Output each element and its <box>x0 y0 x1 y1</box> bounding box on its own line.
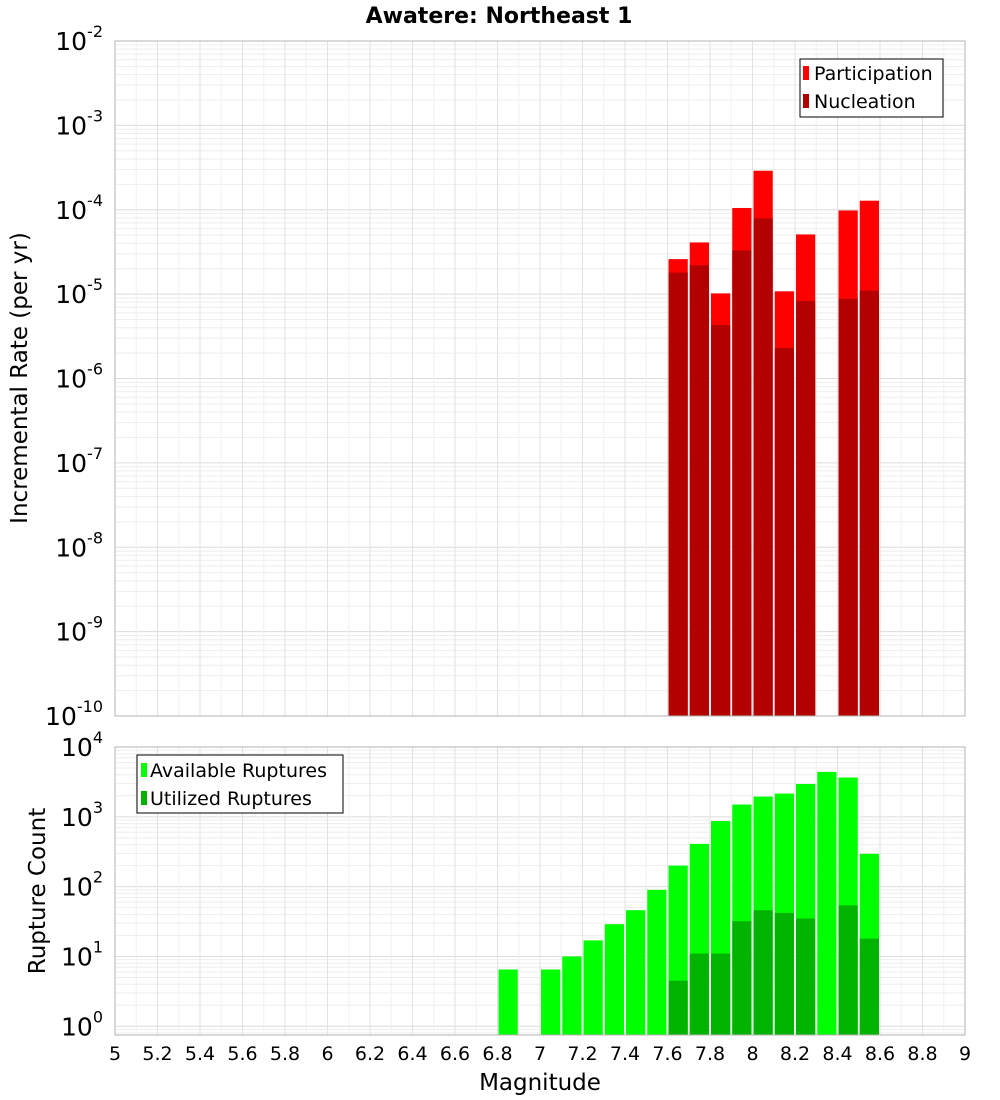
x-tick-label: 7 <box>534 1043 546 1065</box>
x-axis-label: Magnitude <box>479 1070 601 1096</box>
top-bars <box>668 170 879 717</box>
x-tick-label: 9 <box>959 1043 971 1065</box>
available-ruptures-bar <box>604 924 624 1035</box>
top-legend-box <box>799 58 944 118</box>
top-y-tick-label: 10-9 <box>55 613 103 647</box>
top-y-tick-label: 10-2 <box>55 22 103 56</box>
bottom-y-tick-label: 102 <box>61 868 103 902</box>
top-y-tick-label: 10-4 <box>55 191 103 225</box>
x-tick-label: 6.6 <box>440 1043 470 1065</box>
utilized-ruptures-bar <box>711 953 731 1035</box>
incremental-rate-panel: 10-10 10-9 10-8 10-7 10-6 10-5 10-4 10-3 10-2 In… <box>7 22 966 731</box>
top-legend: Participation Nucleation <box>799 58 944 118</box>
bottom-y-tick-label: 104 <box>61 728 103 762</box>
bottom-plot-border <box>114 746 966 1036</box>
available-ruptures-bar <box>541 969 561 1035</box>
x-tick-label: 5.8 <box>270 1043 300 1065</box>
x-tick-label: 7.8 <box>695 1043 725 1065</box>
utilized-ruptures-bar <box>838 905 858 1035</box>
nucleation-bar <box>838 298 858 716</box>
legend-swatch-participation <box>803 66 809 80</box>
bottom-y-tick-label: 100 <box>61 1007 103 1041</box>
x-tick-label: 6.4 <box>397 1043 427 1065</box>
legend-label-utilized-ruptures: Utilized Ruptures <box>150 788 312 810</box>
bottom-y-tick-labels: 100 101 102 103 104 <box>61 728 103 1041</box>
x-tick-labels: 5 5.2 5.4 5.6 5.8 6 6.2 6.4 6.6 6.8 7 7.2 7.4 7.6 7.8 8… <box>109 1043 971 1065</box>
x-tick-label: 8 <box>746 1043 758 1065</box>
x-tick-label: 7.6 <box>652 1043 682 1065</box>
nucleation-bar <box>732 250 752 717</box>
top-plot-border <box>114 40 966 717</box>
available-ruptures-bar <box>647 889 667 1035</box>
top-y-tick-label: 10-7 <box>55 444 103 478</box>
bottom-legend: Available Ruptures Utilized Ruptures <box>136 754 344 814</box>
top-y-tick-label: 10-5 <box>55 275 103 309</box>
rupture-count-panel: 100 101 102 103 104 5 5.2 5.4 5.6 5.8 6 6.2 6.4 6.6 6… <box>25 728 971 1096</box>
x-tick-label: 5.4 <box>185 1043 215 1065</box>
legend-swatch-nucleation <box>803 94 809 108</box>
available-ruptures-bar <box>583 940 603 1035</box>
bottom-legend-box <box>136 754 344 814</box>
legend-label-participation: Participation <box>814 63 933 85</box>
x-tick-label: 6.2 <box>355 1043 385 1065</box>
nucleation-bar <box>689 265 709 716</box>
available-ruptures-bar <box>498 969 518 1035</box>
x-tick-label: 5.2 <box>142 1043 172 1065</box>
x-tick-label: 8.2 <box>780 1043 810 1065</box>
utilized-ruptures-bar <box>774 912 794 1035</box>
available-ruptures-bar <box>562 956 582 1035</box>
bottom-bars <box>498 771 879 1035</box>
x-tick-label: 7.2 <box>567 1043 597 1065</box>
legend-swatch-utilized <box>141 791 147 805</box>
top-y-tick-label: 10-3 <box>55 106 103 140</box>
x-tick-label: 8.8 <box>907 1043 937 1065</box>
nucleation-bar <box>711 325 731 716</box>
top-y-tick-label: 10-8 <box>55 528 103 562</box>
utilized-ruptures-bar <box>796 918 816 1035</box>
utilized-ruptures-bar <box>859 938 879 1035</box>
utilized-ruptures-bar <box>732 921 752 1035</box>
x-tick-label: 5 <box>109 1043 121 1065</box>
nucleation-bar <box>668 272 688 716</box>
nucleation-bar <box>859 290 879 716</box>
x-tick-label: 5.6 <box>227 1043 257 1065</box>
available-ruptures-bar <box>626 910 646 1035</box>
nucleation-bar <box>753 218 773 717</box>
bottom-y-axis-label: Rupture Count <box>25 808 51 974</box>
top-y-axis-label: Incremental Rate (per yr) <box>7 232 33 524</box>
x-tick-label: 8.4 <box>822 1043 852 1065</box>
x-tick-label: 8.6 <box>865 1043 895 1065</box>
x-tick-label: 6 <box>321 1043 333 1065</box>
chart-title: Awatere: Northeast 1 <box>366 4 633 29</box>
utilized-ruptures-bar <box>668 980 688 1035</box>
legend-label-available-ruptures: Available Ruptures <box>150 760 327 782</box>
bottom-y-tick-label: 101 <box>61 937 103 971</box>
nucleation-bar <box>796 300 816 716</box>
available-ruptures-bar <box>817 771 837 1035</box>
top-y-tick-labels: 10-10 10-9 10-8 10-7 10-6 10-5 10-4 10-3 10-2 <box>45 22 103 731</box>
legend-swatch-available <box>141 763 147 777</box>
legend-label-nucleation: Nucleation <box>814 91 916 113</box>
x-tick-label: 6.8 <box>482 1043 512 1065</box>
top-y-tick-label: 10-6 <box>55 360 103 394</box>
top-y-tick-label: 10-10 <box>45 697 103 731</box>
top-gridlines <box>114 40 966 717</box>
utilized-ruptures-bar <box>689 953 709 1035</box>
utilized-ruptures-bar <box>753 910 773 1035</box>
nucleation-bar <box>774 347 794 716</box>
bottom-y-tick-label: 103 <box>61 798 103 832</box>
x-tick-label: 7.4 <box>610 1043 640 1065</box>
